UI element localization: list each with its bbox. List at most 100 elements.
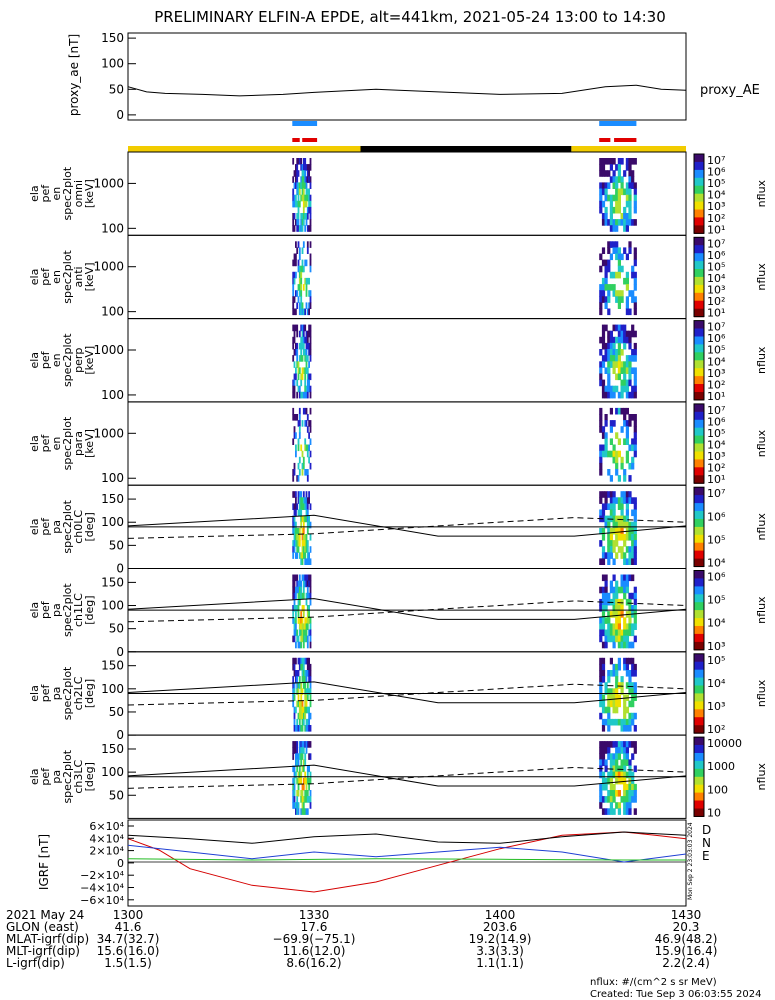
spectrogram-cell	[612, 194, 616, 202]
spectrogram-cell	[628, 796, 632, 803]
spectrogram-cell	[293, 574, 296, 582]
spectrogram-cell	[295, 373, 297, 381]
spectrogram-cell	[300, 355, 303, 362]
spectrogram-cell	[308, 497, 310, 504]
spectrogram-cell	[625, 194, 629, 202]
colorbar-segment	[694, 306, 704, 310]
spectrogram-cell	[293, 802, 296, 809]
spectrogram-cell	[300, 391, 303, 399]
spectrogram-cell	[304, 497, 307, 504]
panel-tick-label: 100	[101, 599, 124, 613]
spectrogram-cell	[304, 629, 307, 637]
spectrogram-cell	[615, 296, 619, 303]
spectrogram-cell	[601, 426, 606, 433]
panel-ylabel-line: [deg]	[83, 762, 96, 791]
spectrogram-cell	[301, 515, 304, 523]
colorbar-tick-label: 10¹	[707, 223, 725, 236]
spectrogram-cell	[302, 241, 305, 248]
spectrogram-cell	[601, 552, 606, 559]
spectrogram-cell	[620, 534, 624, 541]
panel-tick-label: 100	[101, 388, 124, 402]
spectrogram-cell	[604, 391, 608, 399]
spectrogram-cell	[628, 247, 632, 254]
spectrogram-cell	[620, 265, 624, 273]
colorbar-segment	[694, 677, 704, 681]
spectrogram-cell	[604, 574, 608, 582]
spectrogram-cell	[301, 330, 304, 338]
spectrogram-cell	[292, 158, 295, 165]
colorbar-segment	[694, 183, 704, 187]
spectrogram-cell	[615, 605, 619, 612]
footer-row-label: 2021 May 24	[6, 908, 84, 922]
colorbar-segment	[694, 713, 704, 716]
colorbar-segment	[694, 225, 704, 228]
spectrogram-cell	[302, 574, 305, 582]
spectrogram-cell	[304, 741, 307, 748]
spectrogram-cell	[615, 688, 619, 695]
spectrogram-cell	[623, 361, 627, 368]
spectrogram-cell	[293, 682, 296, 689]
colorbar-tick-label: 100	[707, 783, 728, 796]
spectrogram-cell	[298, 534, 301, 541]
spectrogram-cell	[615, 497, 619, 504]
spectrogram-cell	[309, 176, 312, 183]
spectrogram-cell	[617, 176, 621, 183]
spectrogram-cell	[296, 605, 299, 612]
spectrogram-cell	[625, 188, 629, 196]
colorbar-segment	[694, 804, 704, 808]
colorbar-label: nflux	[755, 429, 768, 457]
spectrogram-cell	[601, 700, 606, 708]
spectrogram-cell	[302, 158, 305, 165]
footer-value: 46.9(48.2)	[655, 932, 718, 946]
spectrogram-cell	[633, 342, 637, 350]
spectrogram-cell	[308, 170, 310, 177]
colorbar-segment	[694, 415, 704, 419]
spectrogram-cell	[308, 385, 310, 393]
spectrogram-cell	[302, 765, 305, 773]
spectrogram-cell	[620, 718, 624, 726]
spectrogram-cell	[599, 759, 603, 766]
spectrogram-cell	[620, 725, 624, 732]
spectrogram-cell	[309, 796, 312, 803]
spectrogram-cell	[599, 497, 603, 504]
spectrogram-cell	[308, 796, 310, 803]
panel-tick-label: 100	[101, 765, 124, 779]
colorbar-frame	[693, 653, 705, 734]
igrf-tick-label: −4×10⁴	[80, 882, 124, 895]
spectrogram-cell	[305, 515, 308, 523]
colorbar-segment	[694, 756, 704, 760]
spectrogram-cell	[599, 302, 603, 309]
spectrogram-cell	[297, 373, 300, 381]
spectrogram-cell	[620, 527, 624, 535]
spectrogram-cell	[601, 164, 606, 171]
colorbar-segment	[694, 536, 704, 540]
spectrogram-cell	[617, 391, 621, 399]
spectrogram-cell	[297, 438, 300, 445]
spectrogram-cell	[615, 188, 619, 196]
colorbar-segment	[694, 655, 704, 659]
spectrogram-cell	[292, 194, 295, 202]
spectrogram-cell	[628, 725, 632, 732]
spectrogram-cell	[292, 176, 295, 183]
spectrogram-cell	[612, 753, 616, 760]
spectrogram-cell	[306, 164, 309, 171]
spectrogram-cell	[633, 259, 637, 267]
spectrogram-cell	[305, 657, 308, 665]
spectrogram-cell	[604, 265, 608, 273]
spectrogram-cell	[296, 247, 299, 254]
spectrogram-cell	[601, 759, 606, 766]
spectrogram-cell	[296, 790, 299, 797]
spectrogram-cell	[615, 271, 619, 279]
spectrogram-cell	[625, 497, 629, 504]
colorbar-segment	[694, 477, 704, 480]
spectrogram-cell	[625, 509, 629, 517]
spectrogram-cell	[625, 432, 629, 439]
spectrogram-cell	[633, 540, 637, 547]
spectrogram-cell	[305, 219, 308, 226]
colorbar-segment	[694, 806, 704, 810]
colorbar-segment	[694, 332, 704, 336]
colorbar-label: nflux	[755, 763, 768, 791]
spectrogram-cell	[306, 336, 309, 344]
spectrogram-cell	[604, 635, 608, 643]
spectrogram-cell	[625, 271, 629, 279]
